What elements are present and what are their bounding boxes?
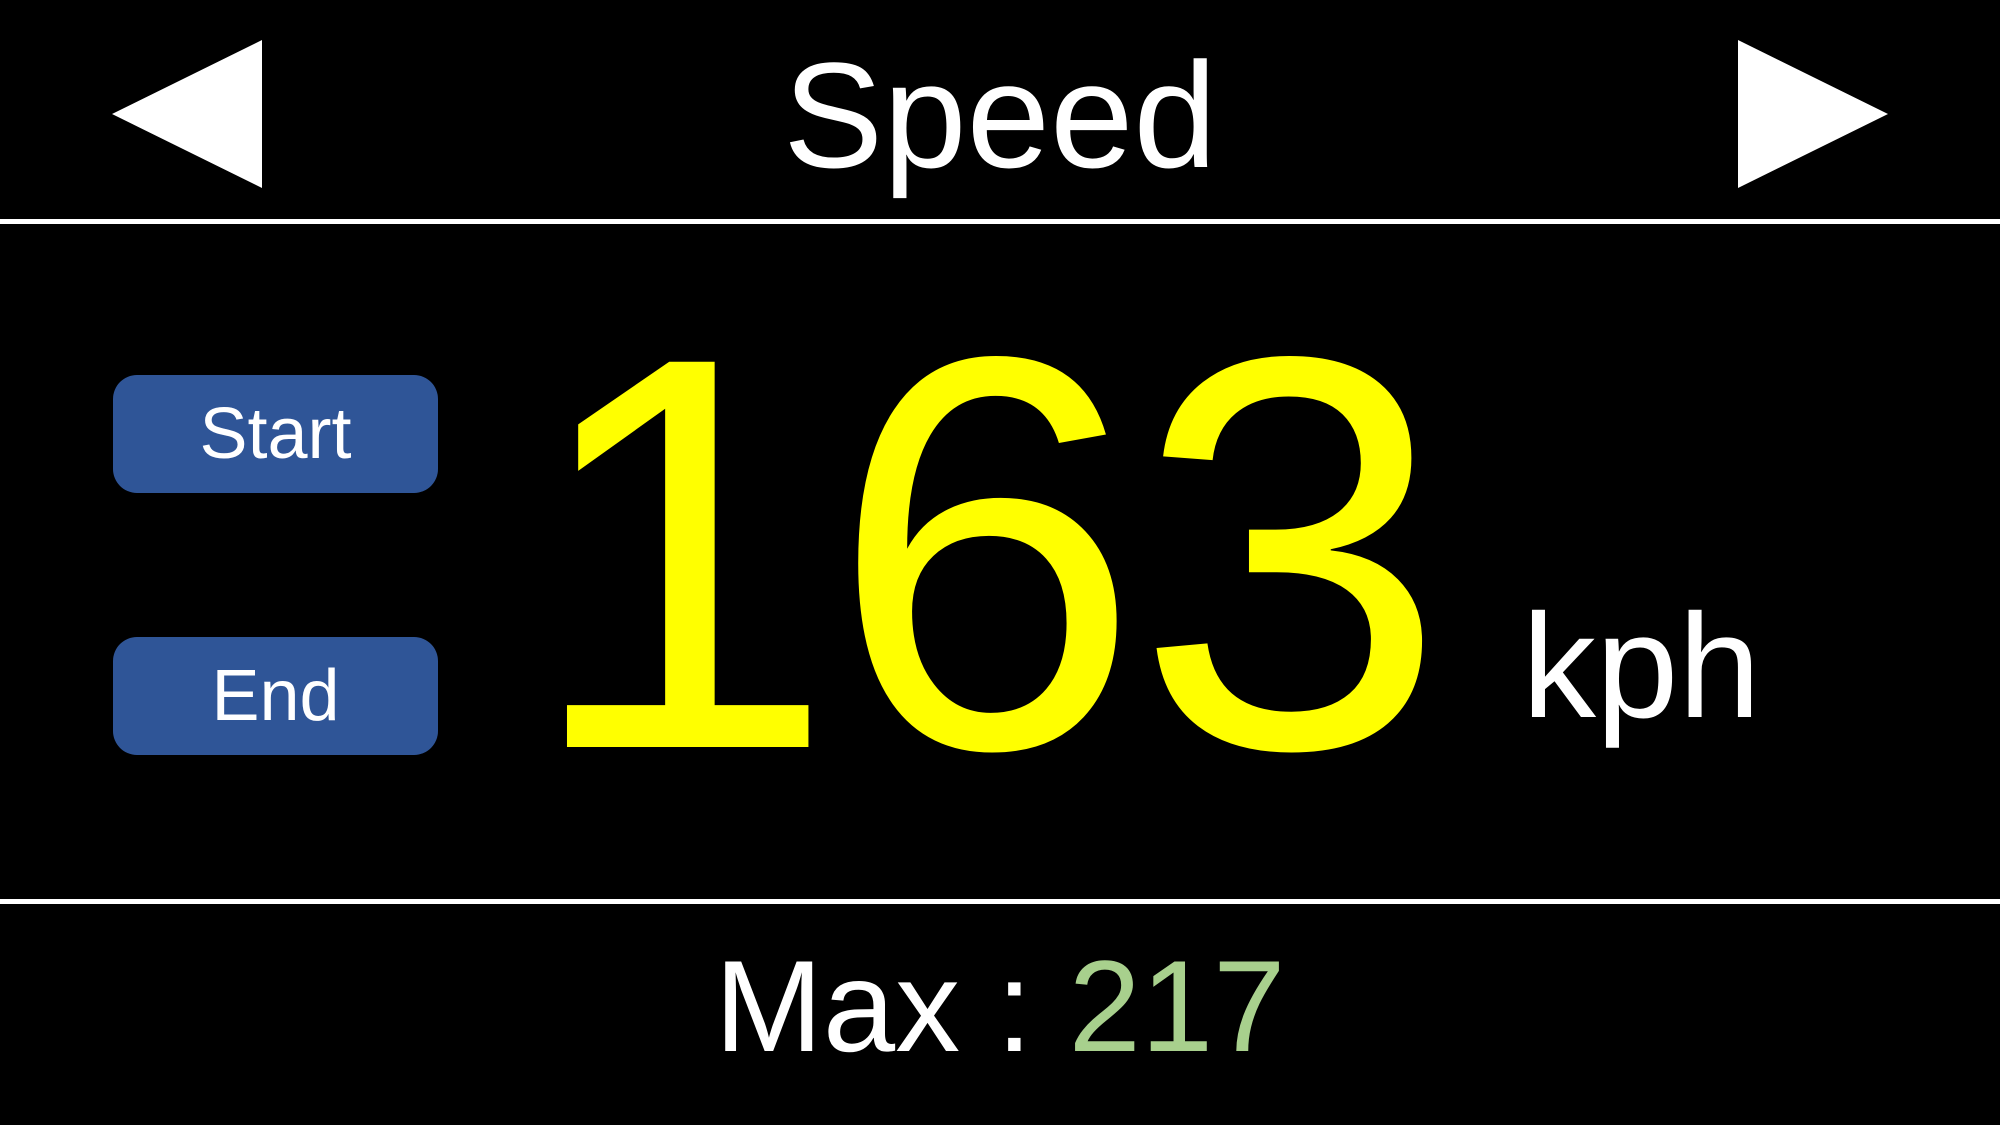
- page-title: Speed: [783, 31, 1217, 199]
- previous-page-button[interactable]: [112, 40, 262, 188]
- header-bar: Speed: [0, 0, 2000, 218]
- bottom-divider: [0, 899, 2000, 904]
- max-label: Max: [714, 933, 961, 1079]
- triangle-left-icon: [112, 40, 262, 188]
- end-button[interactable]: End: [113, 637, 438, 755]
- speed-unit: kph: [1522, 584, 1761, 749]
- max-speed-value: 217: [1068, 933, 1286, 1079]
- start-button[interactable]: Start: [113, 375, 438, 493]
- top-divider: [0, 219, 2000, 224]
- triangle-right-icon: [1738, 40, 1888, 188]
- max-separator: :: [996, 933, 1033, 1079]
- current-speed-value: 163: [524, 240, 1446, 866]
- max-speed-readout: Max : 217: [0, 906, 2000, 1125]
- next-page-button[interactable]: [1738, 40, 1888, 188]
